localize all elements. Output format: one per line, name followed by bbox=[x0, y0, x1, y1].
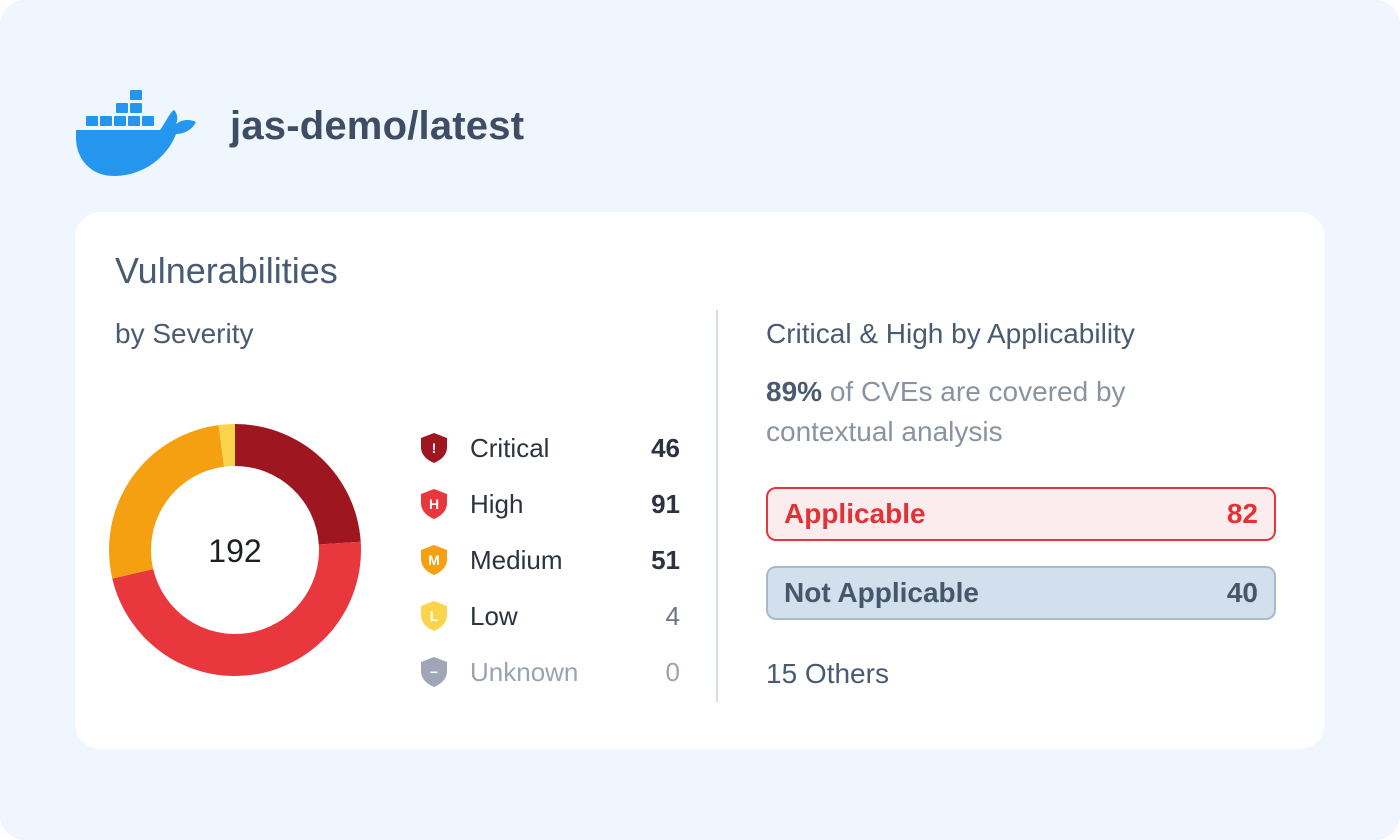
shield-m-icon: M bbox=[421, 545, 447, 575]
legend-item-medium[interactable]: M Medium 51 bbox=[420, 532, 680, 588]
legend-item-unknown[interactable]: − Unknown 0 bbox=[420, 644, 680, 700]
not-applicable-count: 40 bbox=[1226, 577, 1258, 608]
donut-slice-low[interactable] bbox=[218, 424, 235, 467]
svg-text:M: M bbox=[428, 552, 440, 568]
svg-text:H: H bbox=[429, 496, 439, 512]
legend-label: Unknown bbox=[470, 656, 579, 687]
donut-slice-high[interactable] bbox=[112, 541, 362, 677]
vulnerabilities-card: Vulnerabilities by Severity 192 ! Critica… bbox=[75, 212, 1325, 749]
docker-whale-icon bbox=[76, 90, 196, 176]
applicability-subtitle: Critical & High by Applicability bbox=[766, 318, 1135, 349]
legend-label: Low bbox=[470, 600, 518, 631]
svg-text:L: L bbox=[430, 608, 439, 624]
svg-text:!: ! bbox=[432, 440, 437, 456]
shield-l-icon: L bbox=[421, 601, 447, 631]
applicable-filter[interactable]: Applicable 82 bbox=[766, 487, 1276, 541]
legend-item-critical[interactable]: ! Critical 46 bbox=[420, 420, 680, 476]
legend-count: 46 bbox=[651, 432, 680, 463]
shield-exclamation-icon: ! bbox=[421, 433, 447, 463]
shield-h-icon: H bbox=[421, 489, 447, 519]
donut-slice-medium[interactable] bbox=[109, 425, 225, 579]
section-divider bbox=[716, 310, 718, 702]
coverage-text: 89% of CVEs are covered by contextual an… bbox=[766, 372, 1196, 452]
donut-total: 192 bbox=[208, 533, 261, 569]
legend-item-low[interactable]: L Low 4 bbox=[420, 588, 680, 644]
coverage-description: of CVEs are covered by contextual analys… bbox=[766, 376, 1126, 447]
legend-item-high[interactable]: H High 91 bbox=[420, 476, 680, 532]
not-applicable-filter[interactable]: Not Applicable 40 bbox=[766, 566, 1276, 620]
legend-count: 91 bbox=[651, 488, 680, 519]
severity-subtitle: by Severity bbox=[115, 318, 254, 349]
legend-label: High bbox=[470, 488, 524, 519]
coverage-percent: 89% bbox=[766, 376, 823, 407]
not-applicable-label: Not Applicable bbox=[784, 577, 979, 608]
svg-text:−: − bbox=[430, 664, 438, 680]
repo-title: jas-demo/latest bbox=[230, 104, 525, 148]
shield-minus-icon: − bbox=[421, 657, 447, 687]
legend-count: 4 bbox=[665, 600, 680, 631]
legend-label: Medium bbox=[470, 544, 563, 575]
legend-count: 51 bbox=[651, 544, 680, 575]
donut-slice-critical[interactable] bbox=[235, 424, 361, 545]
applicable-count: 82 bbox=[1226, 498, 1258, 529]
others-link[interactable]: 15 Others bbox=[766, 658, 889, 689]
applicable-label: Applicable bbox=[784, 498, 926, 529]
severity-legend: ! Critical 46 H High 91 M Medium 51 L Low 4 − Unknown… bbox=[420, 420, 680, 700]
legend-label: Critical bbox=[470, 432, 550, 463]
card-title: Vulnerabilities bbox=[115, 250, 338, 291]
severity-donut-chart: 192 bbox=[109, 424, 362, 677]
legend-count: 0 bbox=[665, 656, 680, 687]
